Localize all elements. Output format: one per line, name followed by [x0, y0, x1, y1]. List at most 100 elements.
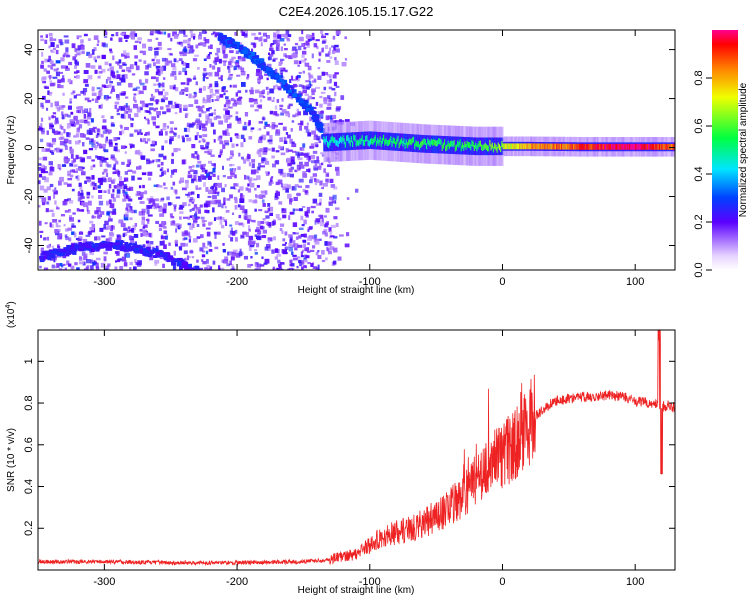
heatmap-cell: [258, 104, 263, 109]
heatmap-cell: [397, 133, 400, 151]
heatmap-cell: [76, 208, 80, 212]
heatmap-cell: [123, 91, 126, 95]
heatmap-cell: [70, 92, 75, 95]
heatmap-cell: [275, 68, 278, 73]
heatmap-cell: [323, 183, 328, 187]
heatmap-cell: [320, 110, 324, 114]
heatmap-cell: [198, 109, 203, 113]
heatmap-cell: [53, 251, 59, 255]
heatmap-cell: [48, 55, 51, 60]
heatmap-cell: [230, 186, 236, 190]
heatmap-cell: [120, 92, 126, 96]
heatmap-cell: [106, 200, 109, 206]
heatmap-cell: [330, 235, 335, 238]
heatmap-cell: [383, 134, 386, 141]
heatmap-cell: [273, 85, 276, 90]
heatmap-cell: [369, 138, 373, 145]
heatmap-cell: [149, 97, 155, 102]
heatmap-cell: [284, 242, 287, 245]
heatmap-cell: [346, 135, 349, 142]
heatmap-cell: [152, 121, 156, 126]
heatmap-cell: [594, 143, 597, 150]
heatmap-cell: [184, 87, 189, 92]
heatmap-cell: [581, 143, 584, 150]
heatmap-cell: [346, 232, 350, 237]
heatmap-cell: [164, 91, 169, 96]
heatmap-cell: [296, 265, 299, 269]
heatmap-cell: [75, 175, 78, 179]
heatmap-cell: [249, 89, 254, 92]
heatmap-cell: [327, 95, 331, 99]
heatmap-cell: [161, 128, 167, 131]
heatmap-cell: [239, 248, 242, 253]
heatmap-cell: [186, 82, 190, 86]
heatmap-cell: [329, 56, 333, 59]
heatmap-cell: [226, 158, 231, 161]
heatmap-cell: [138, 197, 143, 200]
heatmap-cell: [309, 179, 313, 184]
heatmap-cell: [250, 87, 254, 92]
heatmap-cell: [127, 226, 131, 229]
heatmap-cell: [73, 232, 77, 238]
heatmap-cell: [302, 89, 307, 94]
heatmap-cell: [160, 161, 164, 166]
heatmap-cell: [223, 60, 226, 66]
heatmap-cell: [328, 201, 332, 205]
heatmap-cell: [196, 224, 200, 227]
heatmap-cell: [207, 118, 213, 124]
heatmap-cell: [147, 119, 150, 125]
heatmap-cell: [68, 61, 73, 66]
heatmap-cell: [198, 175, 202, 181]
heatmap-cell: [137, 37, 142, 41]
heatmap-cell: [195, 179, 198, 182]
heatmap-cell: [231, 266, 235, 270]
heatmap-cell: [174, 103, 180, 109]
heatmap-cell: [624, 143, 627, 150]
heatmap-cell: [286, 38, 289, 41]
colorbar-ticks: 0.00.20.40.60.8: [693, 70, 712, 278]
heatmap-cell: [247, 188, 252, 193]
heatmap-cell: [284, 33, 288, 39]
heatmap-cell: [125, 52, 130, 57]
heatmap-cell: [233, 65, 238, 70]
heatmap-cell: [202, 111, 207, 114]
heatmap-cell: [142, 50, 146, 56]
heatmap-cell: [140, 107, 143, 111]
heatmap-cell: [129, 229, 133, 232]
heatmap-cell: [61, 164, 67, 167]
heatmap-cell: [304, 259, 308, 263]
heatmap-cell: [71, 188, 75, 192]
heatmap-cell: [176, 60, 179, 63]
heatmap-cell: [320, 222, 325, 227]
heatmap-cell: [272, 59, 276, 62]
heatmap-cell: [283, 136, 287, 142]
heatmap-cell: [214, 191, 220, 194]
heatmap-cell: [271, 270, 275, 274]
heatmap-cell: [344, 132, 347, 151]
heatmap-cell: [291, 48, 296, 52]
heatmap-cell: [174, 223, 179, 226]
heatmap-cell: [203, 182, 206, 187]
heatmap-cell: [174, 76, 177, 80]
heatmap-cell: [183, 127, 187, 132]
heatmap-cell: [261, 199, 265, 203]
heatmap-cell: [40, 35, 43, 38]
heatmap-cell: [60, 65, 66, 69]
heatmap-cell: [118, 220, 123, 224]
heatmap-cell: [99, 177, 103, 183]
heatmap-cell: [114, 104, 118, 109]
heatmap-cell: [305, 64, 310, 67]
heatmap-cell: [204, 209, 208, 213]
heatmap-cell: [324, 222, 329, 228]
heatmap-cell: [95, 134, 99, 138]
heatmap-cell: [305, 40, 310, 46]
heatmap-cell: [56, 131, 61, 135]
heatmap-cell: [110, 37, 113, 41]
heatmap-cell: [253, 101, 259, 105]
heatmap-cell: [188, 49, 194, 54]
heatmap-cell: [429, 140, 432, 147]
heatmap-cell: [76, 178, 80, 181]
heatmap-cell: [515, 143, 518, 150]
heatmap-cell: [300, 164, 305, 169]
heatmap-cell: [159, 253, 164, 257]
